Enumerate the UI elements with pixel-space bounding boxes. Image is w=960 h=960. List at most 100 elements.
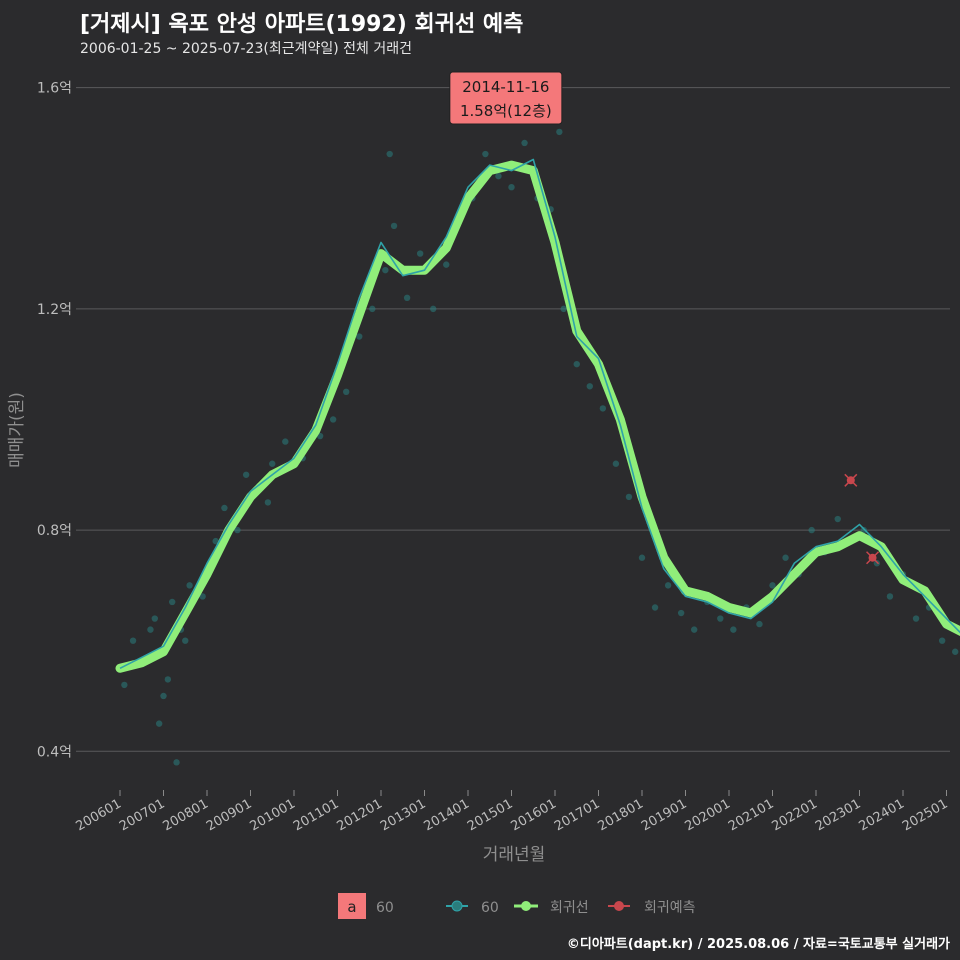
x-ticks: 2006012007012008012009012010012011012012… <box>74 790 951 834</box>
scatter-point <box>151 615 158 622</box>
line-layer <box>115 158 960 673</box>
scatter-point <box>390 222 398 230</box>
scatter-point <box>586 383 593 390</box>
y-tick-label: 0.4억 <box>37 744 72 760</box>
y-tick-label: 1.6억 <box>37 81 72 97</box>
x-tick-label: 202101 <box>726 796 776 834</box>
scatter-point <box>556 128 563 136</box>
scatter-point <box>269 460 276 467</box>
legend-size-box-text: a <box>347 898 356 916</box>
scatter-point <box>199 593 206 600</box>
scatter-point <box>182 637 189 644</box>
scatter-point <box>129 637 137 644</box>
prediction-cross <box>866 551 880 565</box>
scatter-point <box>356 333 363 340</box>
y-tick-label: 0.8억 <box>37 523 72 539</box>
x-tick-label: 202301 <box>813 796 863 834</box>
x-tick-label: 201901 <box>639 796 689 834</box>
scatter-point <box>443 261 450 268</box>
scatter-point <box>264 499 272 506</box>
scatter-point <box>599 405 607 412</box>
scatter-point <box>369 305 376 313</box>
annotation-layer: 2014-11-161.58억(12층)5,600(~60㎡) <box>449 71 563 125</box>
legend-trend-marker <box>451 900 463 912</box>
x-tick-label: 200801 <box>161 796 211 834</box>
scatter-point <box>386 150 393 158</box>
prediction-layer <box>844 473 880 565</box>
legend-size-label: 60 <box>376 900 394 916</box>
scatter-point <box>147 626 154 633</box>
x-tick-label: 202001 <box>683 796 733 834</box>
peak-annotation-date: 2014-11-16 <box>462 78 549 96</box>
scatter-point <box>912 615 920 622</box>
scatter-point <box>756 620 763 628</box>
scatter-point <box>508 183 515 191</box>
x-tick-label: 201701 <box>552 796 602 834</box>
scatter-point <box>403 294 411 302</box>
scatter-point <box>625 493 633 501</box>
scatter-point <box>169 598 176 606</box>
scatter-point <box>573 360 580 368</box>
scatter-point <box>651 604 659 611</box>
x-tick-label: 201501 <box>465 796 515 834</box>
scatter-point <box>282 438 289 445</box>
x-tick-label: 201101 <box>291 796 341 834</box>
scatter-layer <box>121 106 959 766</box>
x-tick-label: 201301 <box>378 796 428 834</box>
x-tick-label: 200901 <box>204 796 254 834</box>
scatter-point <box>160 692 167 700</box>
chart-title: [거제시] 옥포 안성 아파트(1992) 회귀선 예측 <box>80 12 524 37</box>
x-tick-label: 200601 <box>74 796 124 834</box>
scatter-point <box>343 388 350 396</box>
scatter-point <box>769 582 776 589</box>
x-tick-label: 201601 <box>509 796 559 834</box>
y-tick-labels: 0.4억 0.8억 1.2억 1.6억 <box>37 81 72 761</box>
x-tick-label: 201201 <box>335 796 385 834</box>
trend-line-60 <box>119 158 960 670</box>
x-tick-label: 201401 <box>422 796 472 834</box>
legend-trend-label: 60 <box>481 900 499 916</box>
scatter-point <box>430 305 437 313</box>
prediction-cross <box>844 473 858 487</box>
legend: a 60 60 회귀선 회귀예측 <box>338 893 696 919</box>
scatter-point <box>521 139 528 147</box>
y-tick-label: 1.2억 <box>37 302 72 318</box>
y-axis-title: 매매가(원) <box>7 392 27 468</box>
scatter-point <box>173 759 180 766</box>
x-tick-label: 201801 <box>596 796 646 834</box>
legend-size-box <box>338 893 366 919</box>
x-tick-label: 202201 <box>770 796 820 834</box>
scatter-point <box>416 250 424 257</box>
scatter-point <box>221 504 228 512</box>
scatter-point <box>155 720 163 727</box>
scatter-point <box>164 676 172 683</box>
legend-regression-label: 회귀선 <box>550 900 589 916</box>
scatter-point <box>560 305 567 313</box>
scatter-point <box>121 681 128 689</box>
scatter-point <box>886 593 894 600</box>
scatter-point <box>664 582 672 589</box>
peak-annotation-value: 1.58억(12층) <box>460 102 552 120</box>
scatter-point <box>808 526 815 534</box>
scatter-point <box>938 637 946 644</box>
scatter-point <box>638 554 646 561</box>
scatter-point <box>691 626 698 633</box>
scatter-point <box>382 266 389 274</box>
scatter-point <box>495 172 502 180</box>
legend-prediction-label: 회귀예측 <box>644 900 696 916</box>
x-tick-label: 201001 <box>248 796 298 834</box>
legend-prediction-marker <box>614 901 624 911</box>
x-tick-label: 202501 <box>900 796 950 834</box>
scatter-point <box>730 626 737 633</box>
legend-regression-marker <box>521 901 531 911</box>
scatter-point <box>242 471 250 478</box>
x-axis-title: 거래년월 <box>483 845 546 865</box>
scatter-point <box>186 582 193 589</box>
footer-credit: ©디아파트(dapt.kr) / 2025.08.06 / 자료=국토교통부 실… <box>566 937 950 952</box>
x-tick-label: 202401 <box>857 796 907 834</box>
regression-line <box>115 160 960 673</box>
scatter-point <box>234 526 241 534</box>
scatter-point <box>952 648 959 655</box>
scatter-point <box>329 416 337 423</box>
